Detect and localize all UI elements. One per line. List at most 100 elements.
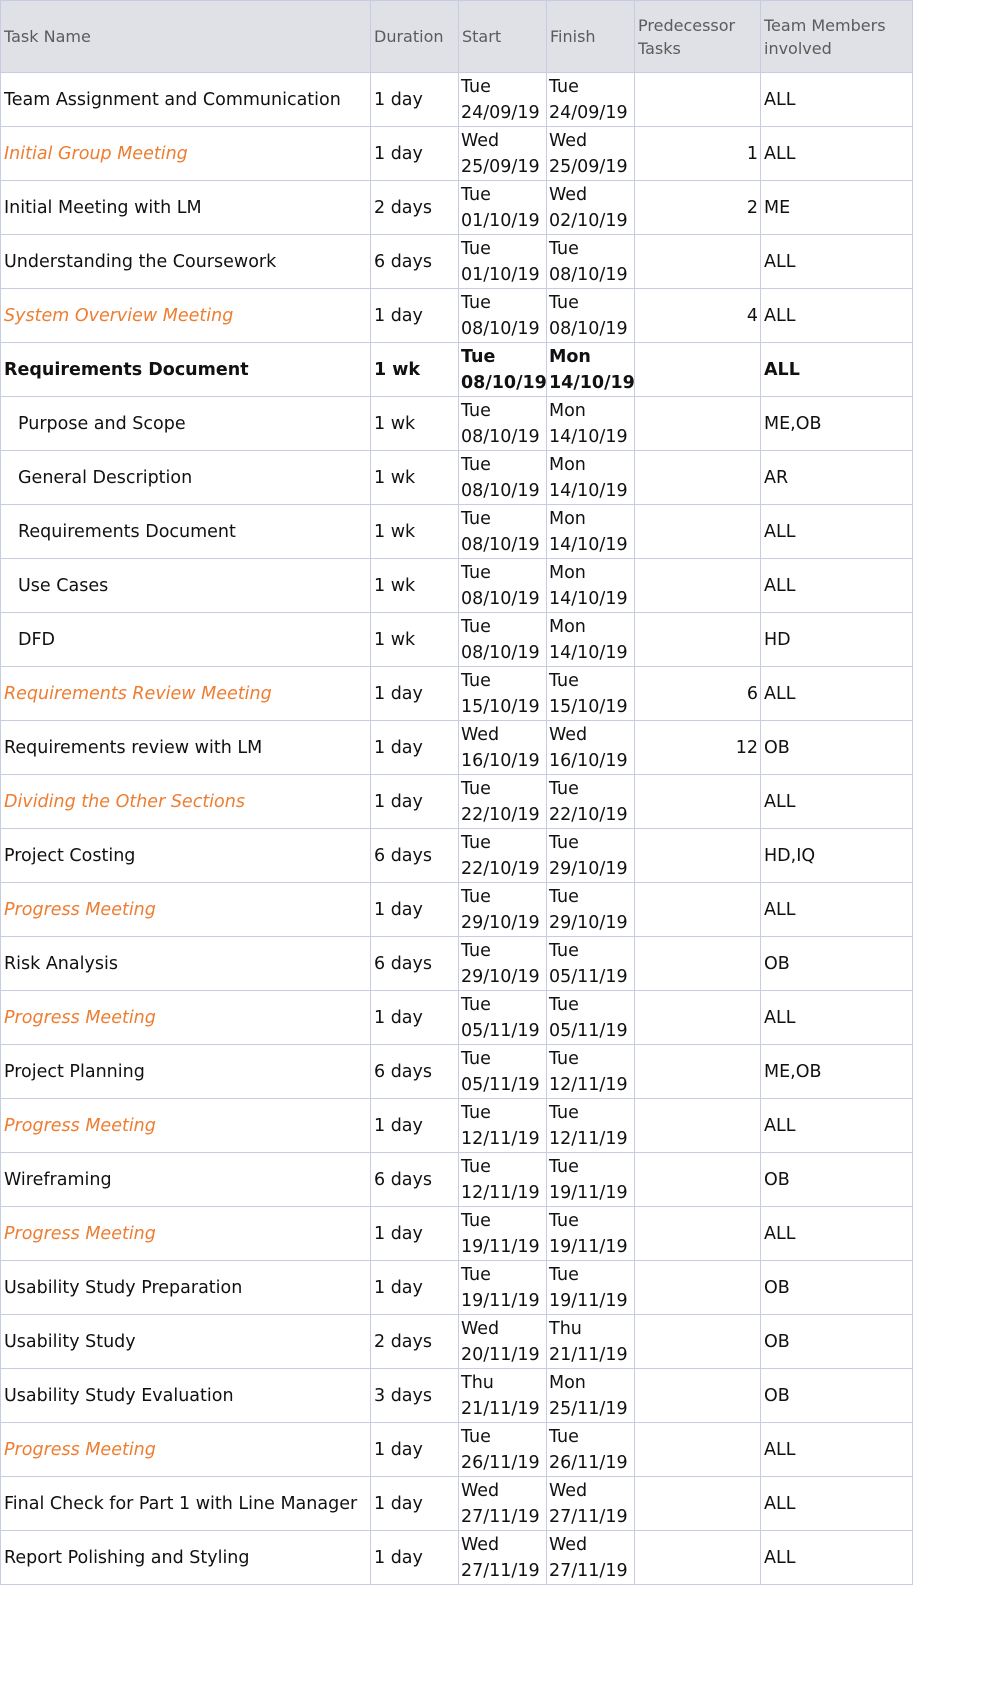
task-name-cell[interactable]: Usability Study [0, 1314, 371, 1369]
duration-cell[interactable]: 1 wk [370, 504, 459, 559]
predecessor-cell[interactable]: 2 [634, 180, 761, 235]
predecessor-cell[interactable] [634, 882, 761, 937]
team-members-cell[interactable]: ALL [760, 666, 913, 721]
predecessor-cell[interactable] [634, 1098, 761, 1153]
duration-cell[interactable]: 1 day [370, 1530, 459, 1585]
table-row[interactable]: Usability Study Preparation 1 day Tue 19/11… [0, 1260, 913, 1315]
table-row[interactable]: Progress Meeting 1 day Tue 19/11/19 Tue 19/11… [0, 1206, 913, 1261]
duration-cell[interactable]: 1 wk [370, 342, 459, 397]
team-members-cell[interactable]: OB [760, 1368, 913, 1423]
predecessor-cell[interactable] [634, 234, 761, 289]
predecessor-cell[interactable] [634, 1260, 761, 1315]
duration-cell[interactable]: 1 day [370, 1422, 459, 1477]
start-cell[interactable]: Thu 21/11/19 [458, 1368, 547, 1423]
predecessor-cell[interactable] [634, 1530, 761, 1585]
table-row[interactable]: Progress Meeting 1 day Tue 26/11/19 Tue 26/11… [0, 1422, 913, 1477]
finish-cell[interactable]: Wed 16/10/19 [546, 720, 635, 775]
table-row[interactable]: System Overview Meeting 1 day Tue 08/10/19 T… [0, 288, 913, 343]
finish-cell[interactable]: Mon 14/10/19 [546, 396, 635, 451]
predecessor-cell[interactable]: 6 [634, 666, 761, 721]
start-cell[interactable]: Tue 29/10/19 [458, 882, 547, 937]
table-row[interactable]: Wireframing 6 days Tue 12/11/19 Tue 19/11/19 O… [0, 1152, 913, 1207]
task-name-cell[interactable]: Understanding the Coursework [0, 234, 371, 289]
team-members-cell[interactable]: OB [760, 1314, 913, 1369]
start-cell[interactable]: Tue 01/10/19 [458, 234, 547, 289]
duration-cell[interactable]: 6 days [370, 936, 459, 991]
task-name-cell[interactable]: Progress Meeting [0, 1206, 371, 1261]
task-name-cell[interactable]: Initial Meeting with LM [0, 180, 371, 235]
finish-cell[interactable]: Tue 24/09/19 [546, 72, 635, 127]
finish-cell[interactable]: Thu 21/11/19 [546, 1314, 635, 1369]
start-cell[interactable]: Tue 08/10/19 [458, 612, 547, 667]
duration-cell[interactable]: 3 days [370, 1368, 459, 1423]
table-row[interactable]: Progress Meeting 1 day Tue 29/10/19 Tue 29/10… [0, 882, 913, 937]
predecessor-cell[interactable] [634, 774, 761, 829]
table-row[interactable]: Project Costing 6 days Tue 22/10/19 Tue 29/10… [0, 828, 913, 883]
task-name-cell[interactable]: Requirements Document [0, 342, 371, 397]
duration-cell[interactable]: 1 day [370, 1098, 459, 1153]
duration-cell[interactable]: 1 day [370, 126, 459, 181]
task-name-cell[interactable]: Initial Group Meeting [0, 126, 371, 181]
predecessor-cell[interactable]: 1 [634, 126, 761, 181]
team-members-cell[interactable]: ME,OB [760, 396, 913, 451]
task-name-cell[interactable]: Project Planning [0, 1044, 371, 1099]
task-name-cell[interactable]: Team Assignment and Communication [0, 72, 371, 127]
task-name-cell[interactable]: Risk Analysis [0, 936, 371, 991]
predecessor-cell[interactable] [634, 1152, 761, 1207]
task-name-cell[interactable]: Wireframing [0, 1152, 371, 1207]
task-name-cell[interactable]: Report Polishing and Styling [0, 1530, 371, 1585]
duration-cell[interactable]: 1 day [370, 666, 459, 721]
start-cell[interactable]: Wed 27/11/19 [458, 1530, 547, 1585]
duration-cell[interactable]: 1 wk [370, 612, 459, 667]
predecessor-cell[interactable] [634, 990, 761, 1045]
start-cell[interactable]: Tue 26/11/19 [458, 1422, 547, 1477]
start-cell[interactable]: Tue 05/11/19 [458, 990, 547, 1045]
team-members-cell[interactable]: HD [760, 612, 913, 667]
table-row[interactable]: Usability Study 2 days Wed 20/11/19 Thu 21/11… [0, 1314, 913, 1369]
predecessor-cell[interactable] [634, 1368, 761, 1423]
finish-cell[interactable]: Tue 05/11/19 [546, 936, 635, 991]
finish-cell[interactable]: Tue 29/10/19 [546, 882, 635, 937]
team-members-cell[interactable]: ALL [760, 990, 913, 1045]
duration-cell[interactable]: 1 day [370, 990, 459, 1045]
start-cell[interactable]: Tue 12/11/19 [458, 1098, 547, 1153]
finish-cell[interactable]: Mon 14/10/19 [546, 450, 635, 505]
header-predecessor-tasks[interactable]: Predecessor Tasks [634, 0, 761, 73]
duration-cell[interactable]: 1 day [370, 774, 459, 829]
team-members-cell[interactable]: ALL [760, 774, 913, 829]
table-row[interactable]: Dividing the Other Sections 1 day Tue 22/10… [0, 774, 913, 829]
task-name-cell[interactable]: Progress Meeting [0, 1422, 371, 1477]
table-row[interactable]: Understanding the Coursework 6 days Tue 01/… [0, 234, 913, 289]
finish-cell[interactable]: Mon 25/11/19 [546, 1368, 635, 1423]
predecessor-cell[interactable] [634, 612, 761, 667]
predecessor-cell[interactable] [634, 558, 761, 613]
start-cell[interactable]: Tue 29/10/19 [458, 936, 547, 991]
duration-cell[interactable]: 6 days [370, 234, 459, 289]
task-name-cell[interactable]: Progress Meeting [0, 882, 371, 937]
table-row[interactable]: Requirements Review Meeting 1 day Tue 15/10… [0, 666, 913, 721]
predecessor-cell[interactable] [634, 72, 761, 127]
finish-cell[interactable]: Tue 08/10/19 [546, 288, 635, 343]
team-members-cell[interactable]: ALL [760, 504, 913, 559]
predecessor-cell[interactable] [634, 828, 761, 883]
start-cell[interactable]: Tue 22/10/19 [458, 828, 547, 883]
duration-cell[interactable]: 6 days [370, 828, 459, 883]
header-duration[interactable]: Duration [370, 0, 459, 73]
task-name-cell[interactable]: Requirements Document [0, 504, 371, 559]
task-name-cell[interactable]: Requirements Review Meeting [0, 666, 371, 721]
finish-cell[interactable]: Mon 14/10/19 [546, 342, 635, 397]
duration-cell[interactable]: 1 wk [370, 450, 459, 505]
duration-cell[interactable]: 2 days [370, 180, 459, 235]
predecessor-cell[interactable]: 4 [634, 288, 761, 343]
team-members-cell[interactable]: ALL [760, 1206, 913, 1261]
predecessor-cell[interactable] [634, 504, 761, 559]
table-row[interactable]: Initial Meeting with LM 2 days Tue 01/10/19… [0, 180, 913, 235]
table-row[interactable]: Requirements Document 1 wk Tue 08/10/19 Mon 1… [0, 504, 913, 559]
start-cell[interactable]: Tue 19/11/19 [458, 1260, 547, 1315]
start-cell[interactable]: Wed 16/10/19 [458, 720, 547, 775]
table-row[interactable]: DFD 1 wk Tue 08/10/19 Mon 14/10/19 HD [0, 612, 913, 667]
header-team-members[interactable]: Team Members involved [760, 0, 913, 73]
table-row[interactable]: Risk Analysis 6 days Tue 29/10/19 Tue 05/11/1… [0, 936, 913, 991]
table-row[interactable]: Team Assignment and Communication 1 day Tu… [0, 72, 913, 127]
table-row[interactable]: Usability Study Evaluation 3 days Thu 21/11… [0, 1368, 913, 1423]
